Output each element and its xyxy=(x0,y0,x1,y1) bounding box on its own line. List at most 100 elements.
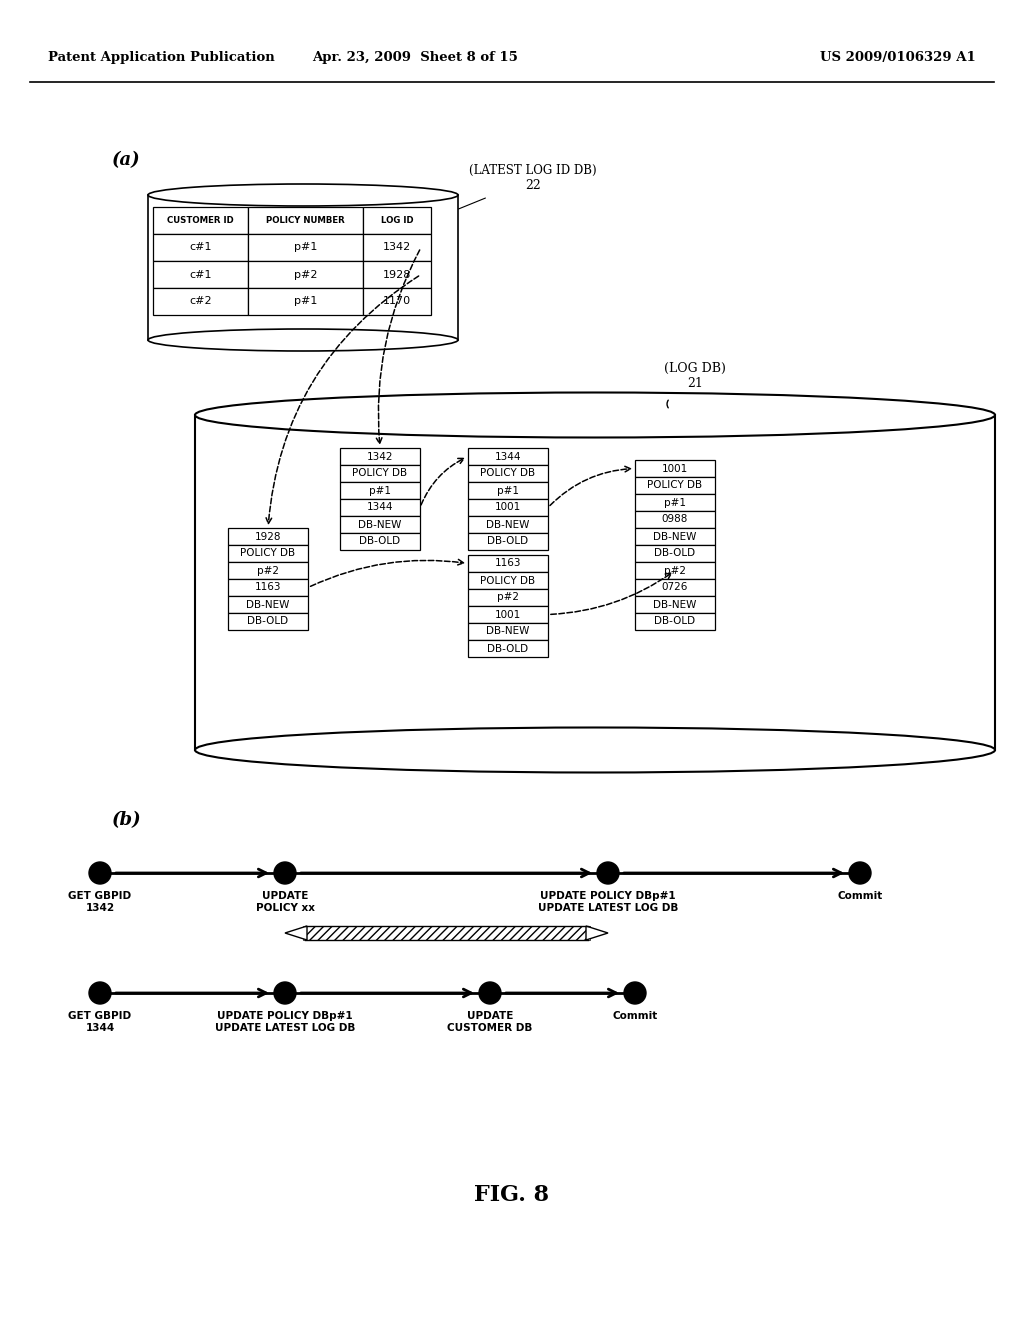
Bar xyxy=(635,545,715,562)
Text: US 2009/0106329 A1: US 2009/0106329 A1 xyxy=(820,51,976,65)
Text: p#2: p#2 xyxy=(497,593,519,602)
Text: LOG ID: LOG ID xyxy=(381,216,414,224)
Bar xyxy=(228,545,308,562)
Text: DB-NEW: DB-NEW xyxy=(653,599,696,610)
Bar xyxy=(468,465,548,482)
Ellipse shape xyxy=(195,392,995,437)
Bar xyxy=(195,414,995,750)
Circle shape xyxy=(274,982,296,1005)
Text: 1001: 1001 xyxy=(662,463,688,474)
Bar xyxy=(153,261,248,288)
Text: UPDATE POLICY DBp#1
UPDATE LATEST LOG DB: UPDATE POLICY DBp#1 UPDATE LATEST LOG DB xyxy=(215,1011,355,1032)
Circle shape xyxy=(597,862,618,884)
Text: p#1: p#1 xyxy=(664,498,686,507)
Circle shape xyxy=(849,862,871,884)
Text: 22: 22 xyxy=(525,180,541,191)
Text: p#1: p#1 xyxy=(369,486,391,495)
Bar xyxy=(153,207,248,234)
Ellipse shape xyxy=(148,183,458,206)
Ellipse shape xyxy=(148,329,458,351)
Bar xyxy=(468,572,548,589)
Text: DB-NEW: DB-NEW xyxy=(486,627,529,636)
Bar xyxy=(635,579,715,597)
Bar xyxy=(635,459,715,477)
Text: CUSTOMER ID: CUSTOMER ID xyxy=(167,216,233,224)
Text: 0726: 0726 xyxy=(662,582,688,593)
Bar xyxy=(153,234,248,261)
Text: POLICY DB: POLICY DB xyxy=(480,469,536,479)
Bar xyxy=(635,612,715,630)
Bar xyxy=(228,612,308,630)
Text: 1928: 1928 xyxy=(383,269,412,280)
Bar xyxy=(468,554,548,572)
Text: GET GBPID
1342: GET GBPID 1342 xyxy=(69,891,131,912)
Text: DB-NEW: DB-NEW xyxy=(358,520,401,529)
Bar xyxy=(340,516,420,533)
Text: p#2: p#2 xyxy=(664,565,686,576)
Text: p#1: p#1 xyxy=(294,243,317,252)
Bar xyxy=(468,499,548,516)
Bar xyxy=(340,533,420,550)
Bar xyxy=(248,288,362,315)
Text: 1163: 1163 xyxy=(255,582,282,593)
Text: POLICY NUMBER: POLICY NUMBER xyxy=(266,216,345,224)
Text: p#2: p#2 xyxy=(294,269,317,280)
Text: UPDATE
POLICY xx: UPDATE POLICY xx xyxy=(256,891,314,912)
Text: 1001: 1001 xyxy=(495,610,521,619)
Text: (b): (b) xyxy=(112,810,141,829)
Bar xyxy=(468,516,548,533)
Bar xyxy=(283,924,610,942)
Text: DB-NEW: DB-NEW xyxy=(486,520,529,529)
Bar xyxy=(635,494,715,511)
Bar xyxy=(362,234,431,261)
Bar xyxy=(153,288,248,315)
Bar xyxy=(340,499,420,516)
Text: 1344: 1344 xyxy=(495,451,521,462)
Bar xyxy=(248,261,362,288)
Text: POLICY DB: POLICY DB xyxy=(480,576,536,586)
Bar xyxy=(468,606,548,623)
Text: p#1: p#1 xyxy=(497,486,519,495)
Text: 0988: 0988 xyxy=(662,515,688,524)
Bar xyxy=(228,528,308,545)
Text: c#1: c#1 xyxy=(189,243,212,252)
Bar xyxy=(303,927,590,940)
Text: (a): (a) xyxy=(112,150,140,169)
Bar xyxy=(635,511,715,528)
Bar xyxy=(468,623,548,640)
Bar xyxy=(148,195,458,341)
Text: 1928: 1928 xyxy=(255,532,282,541)
Ellipse shape xyxy=(195,727,995,772)
Text: c#2: c#2 xyxy=(189,297,212,306)
Bar xyxy=(340,465,420,482)
Text: Commit: Commit xyxy=(838,891,883,902)
Text: DB-OLD: DB-OLD xyxy=(487,536,528,546)
Circle shape xyxy=(89,982,111,1005)
Bar xyxy=(248,234,362,261)
Text: GET GBPID
1344: GET GBPID 1344 xyxy=(69,1011,131,1032)
Bar xyxy=(468,482,548,499)
Bar xyxy=(468,533,548,550)
Text: 1163: 1163 xyxy=(495,558,521,569)
Text: Patent Application Publication: Patent Application Publication xyxy=(48,51,274,65)
Bar xyxy=(340,482,420,499)
Circle shape xyxy=(274,862,296,884)
Bar xyxy=(635,477,715,494)
Text: DB-NEW: DB-NEW xyxy=(247,599,290,610)
Polygon shape xyxy=(586,927,608,940)
Text: Commit: Commit xyxy=(612,1011,657,1020)
Text: 1001: 1001 xyxy=(495,503,521,512)
Bar xyxy=(468,640,548,657)
Text: (LOG DB): (LOG DB) xyxy=(664,362,726,375)
Text: DB-OLD: DB-OLD xyxy=(248,616,289,627)
Bar xyxy=(635,562,715,579)
Text: 1344: 1344 xyxy=(367,503,393,512)
Bar xyxy=(228,562,308,579)
Text: UPDATE
CUSTOMER DB: UPDATE CUSTOMER DB xyxy=(447,1011,532,1032)
Text: 21: 21 xyxy=(687,378,702,389)
Bar xyxy=(340,447,420,465)
Text: c#1: c#1 xyxy=(189,269,212,280)
Text: 1342: 1342 xyxy=(383,243,411,252)
Polygon shape xyxy=(285,927,307,940)
Text: 1342: 1342 xyxy=(367,451,393,462)
